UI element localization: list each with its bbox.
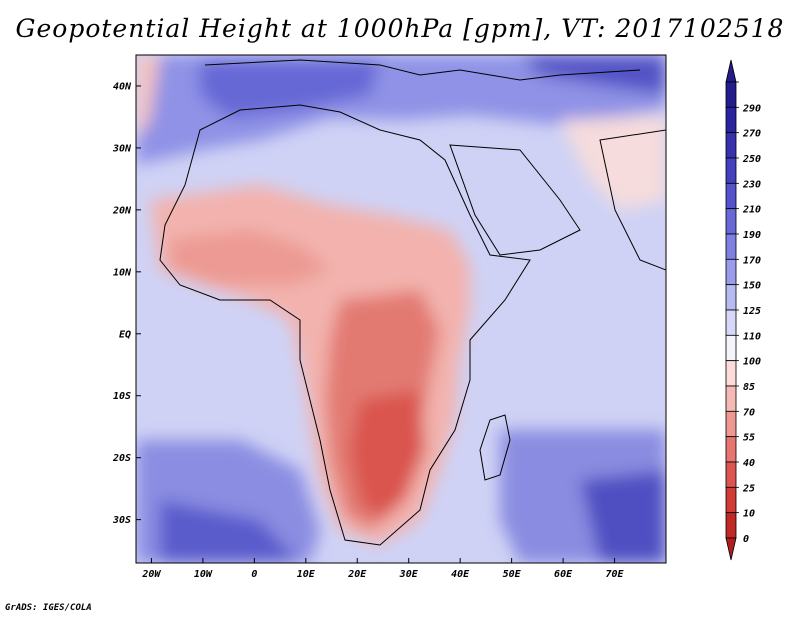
lon-tick-label: 20E [347,569,367,580]
colorbar-label: 270 [742,129,761,140]
field-west-africa-low [170,230,330,285]
lat-tick-label: 10S [113,391,131,402]
colorbar-swatch [725,233,737,260]
colorbar-label: 0 [743,534,749,545]
colorbar-label: 250 [742,154,761,165]
field-atlantic-core [160,500,300,563]
colorbar-swatch [725,461,737,488]
field-indian-core [580,470,666,563]
field-west-strip [136,55,160,140]
colorbar-label: 150 [743,281,761,292]
colorbar-swatch [725,486,737,514]
lon-tick-label: 30E [399,569,419,580]
colorbar-label: 40 [743,458,755,469]
colorbar-label: 125 [743,306,761,317]
colorbar-swatch [725,81,737,108]
lat-tick-label: 30N [112,143,132,154]
colorbar-label: 230 [742,179,761,190]
colorbar-swatch [725,208,737,235]
field-south-low [350,390,425,520]
height-field [136,55,666,563]
field-india-low [560,115,666,210]
lon-tick-label: 70E [606,569,625,580]
arabia-coast [449,144,581,256]
colorbar-swatch [725,157,737,184]
field-med-high [200,60,380,118]
lon-tick-label: 60E [554,569,573,580]
india-coast [599,129,666,271]
colorbar-label: 290 [742,103,761,114]
africa-coast [159,104,531,546]
colorbar-label: 70 [743,407,755,418]
lon-tick-label: 40E [451,569,470,580]
colorbar-swatch [725,436,737,463]
colorbar-swatch [725,334,737,362]
colorbar-swatch [725,258,737,286]
lon-tick-label: 0 [251,569,257,580]
colorbar-swatch [725,132,737,159]
colorbar-swatch [725,106,737,134]
colorbar-swatch [725,182,737,210]
colorbar-swatch [725,360,737,387]
lat-tick-label: 20N [112,205,132,216]
lon-tick-label: 10W [194,569,213,580]
europe-coast [204,59,641,81]
lon-tick-label: 20W [141,569,161,580]
plot-frame [135,54,667,564]
colorbar-swatch [725,512,737,539]
lat-tick-label: 20S [112,453,131,464]
colorbar-label: 210 [742,205,761,216]
colorbar: 2902702502302101901701501251101008570554… [725,59,761,561]
lon-tick-label: 10E [297,569,316,580]
longitude-axis: 20W 10W 0 10E 20E 30E 40E 50E 60E 70E [141,558,625,580]
colorbar-label: 25 [742,483,755,494]
colorbar-swatch [725,410,737,438]
lon-tick-label: 50E [503,569,522,580]
lat-tick-label: EQ [119,329,131,340]
colorbar-bottom-arrow [725,537,737,561]
lat-tick-label: 40N [113,81,132,92]
colorbar-label: 190 [743,230,761,241]
colorbar-swatch [725,284,737,311]
colorbar-swatch [725,309,737,336]
latitude-axis: 40N 30N 20N 10N EQ 10S 20S 30S [112,81,141,526]
chart-title: Geopotential Height at 1000hPa [gpm], VT… [15,14,785,43]
field-east-high [520,55,666,95]
colorbar-label: 55 [743,433,755,444]
madagascar-coast [479,414,511,481]
lat-tick-label: 10N [113,267,132,278]
lat-tick-label: 30S [112,515,131,526]
colorbar-label: 110 [743,331,761,342]
colorbar-label: 85 [743,382,755,393]
colorbar-label: 170 [743,255,761,266]
credit-label: GrADS: IGES/COLA [5,603,92,613]
colorbar-swatch [725,385,737,412]
colorbar-label: 100 [743,357,761,368]
colorbar-label: 10 [743,509,755,520]
coastlines [159,59,666,546]
colorbar-top-arrow [725,59,737,83]
